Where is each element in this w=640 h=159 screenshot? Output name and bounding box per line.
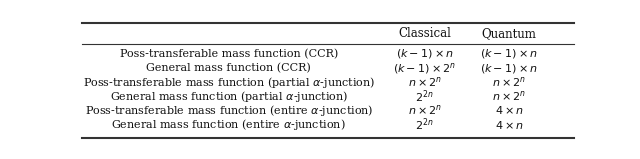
Text: Poss-transferable mass function (partial $\alpha$-junction): Poss-transferable mass function (partial… [83,75,375,90]
Text: Classical: Classical [398,27,451,40]
Text: $n \times 2^n$: $n \times 2^n$ [408,75,442,89]
Text: $4 \times n$: $4 \times n$ [495,104,524,116]
Text: Quantum: Quantum [482,27,536,40]
Text: $(k-1) \times 2^n$: $(k-1) \times 2^n$ [393,61,456,76]
Text: $(k-1) \times n$: $(k-1) \times n$ [396,48,454,60]
Text: $4 \times n$: $4 \times n$ [495,119,524,131]
Text: $n \times 2^n$: $n \times 2^n$ [408,103,442,117]
Text: $(k-1) \times n$: $(k-1) \times n$ [480,48,538,60]
Text: Poss-transferable mass function (CCR): Poss-transferable mass function (CCR) [120,49,338,59]
Text: Poss-transferable mass function (entire $\alpha$-junction): Poss-transferable mass function (entire … [84,103,373,118]
Text: $n \times 2^n$: $n \times 2^n$ [492,89,526,103]
Text: General mass function (CCR): General mass function (CCR) [147,63,311,73]
Text: $2^{2n}$: $2^{2n}$ [415,117,434,133]
Text: $2^{2n}$: $2^{2n}$ [415,88,434,104]
Text: General mass function (entire $\alpha$-junction): General mass function (entire $\alpha$-j… [111,118,346,132]
Text: General mass function (partial $\alpha$-junction): General mass function (partial $\alpha$-… [109,89,348,104]
Text: $(k-1) \times n$: $(k-1) \times n$ [480,62,538,75]
Text: $n \times 2^n$: $n \times 2^n$ [492,75,526,89]
